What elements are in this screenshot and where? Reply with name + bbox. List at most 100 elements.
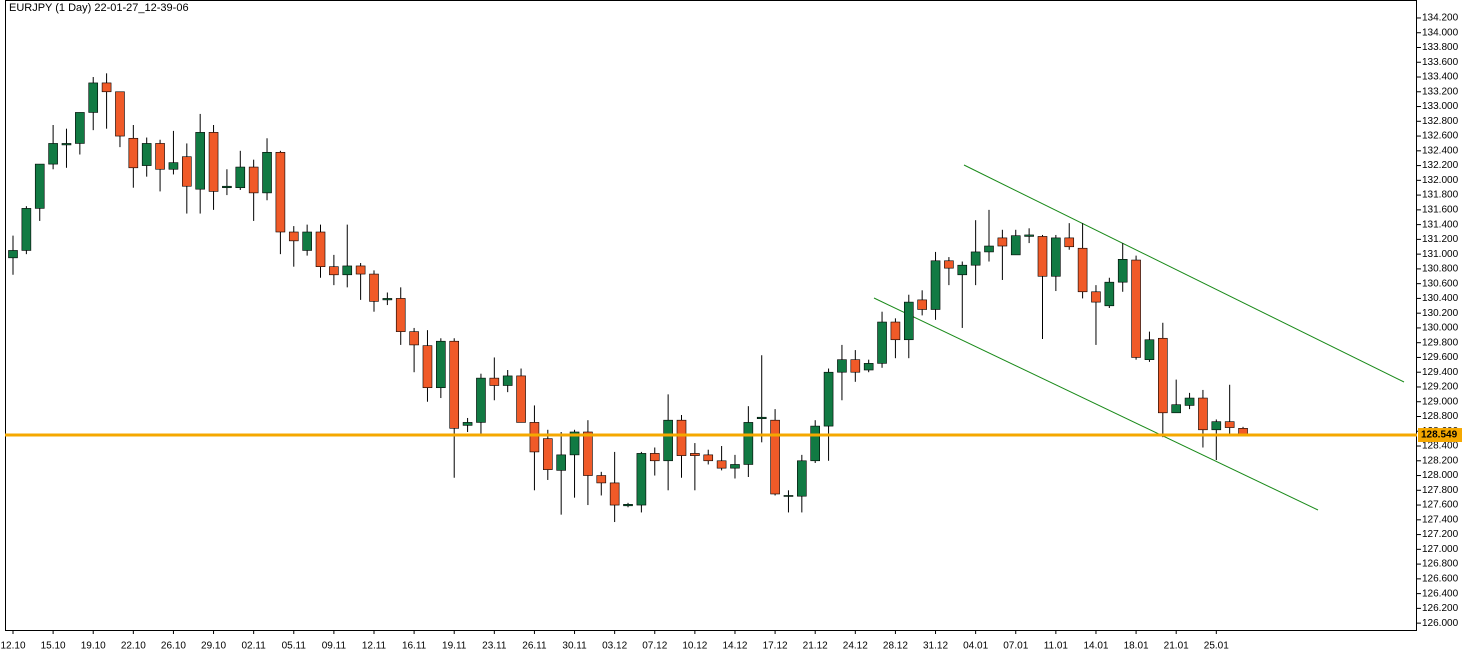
candle-body [636, 453, 647, 506]
candle-body [409, 331, 419, 346]
candle-body [248, 166, 259, 194]
x-tick-label: 14.12 [722, 641, 747, 652]
candle-body [1198, 397, 1208, 431]
candle-body [877, 321, 887, 364]
candle-body [1211, 421, 1222, 431]
y-tick-label: 128.400 [1422, 441, 1459, 452]
x-tick-label: 21.12 [803, 641, 828, 652]
chart-title: EURJPY (1 Day) 22-01-27_12-39-06 [9, 2, 189, 14]
y-tick-label: 126.400 [1422, 588, 1459, 599]
candle-body [997, 237, 1008, 247]
y-tick-label: 131.600 [1422, 204, 1459, 215]
candle-body [48, 143, 58, 165]
candle-body [1051, 237, 1061, 277]
candle-body [863, 363, 874, 371]
y-tick-label: 127.600 [1422, 500, 1459, 511]
y-tick-label: 133.600 [1422, 57, 1459, 68]
y-tick-label: 132.200 [1422, 160, 1459, 171]
current-price-label: 128.549 [1421, 430, 1458, 441]
candle-body [262, 151, 272, 194]
candle-body [168, 162, 179, 170]
candle-body [462, 422, 473, 426]
y-tick-label: 133.000 [1422, 101, 1459, 112]
candle-body [984, 245, 994, 253]
x-tick-label: 19.10 [81, 641, 106, 652]
x-tick-label: 25.01 [1204, 641, 1229, 652]
candle-body [288, 231, 299, 242]
candle-body [957, 264, 968, 276]
y-tick-label: 134.200 [1422, 13, 1459, 24]
y-tick-label: 127.400 [1422, 514, 1459, 525]
candle-body [8, 250, 18, 259]
plot-frame [5, 0, 1417, 631]
x-tick-label: 24.12 [843, 641, 868, 652]
candle-body [542, 438, 553, 470]
x-tick-label: 05.11 [282, 641, 307, 652]
x-tick-label: 11.01 [1044, 641, 1069, 652]
candle-body [743, 422, 754, 465]
candle-body [342, 265, 353, 276]
candle-body [529, 422, 540, 453]
candle-body [903, 301, 914, 341]
x-tick-label: 12.10 [0, 641, 25, 652]
x-tick-label: 18.01 [1124, 641, 1149, 652]
candle-body [222, 185, 232, 189]
y-tick-label: 126.800 [1422, 559, 1459, 570]
x-tick-label: 26.10 [161, 641, 186, 652]
y-tick-label: 129.000 [1422, 396, 1459, 407]
x-tick-label: 02.11 [242, 641, 267, 652]
candle-body [917, 299, 927, 310]
y-tick-label: 127.800 [1422, 485, 1459, 496]
candle-body [422, 345, 433, 389]
y-tick-label: 133.400 [1422, 72, 1459, 83]
candle-body [623, 504, 633, 507]
x-tick-label: 07.01 [1003, 641, 1028, 652]
x-tick-label: 16.11 [402, 641, 427, 652]
candle-body [182, 156, 192, 187]
candle-body [690, 453, 700, 456]
candle-body [1091, 291, 1101, 303]
candle-body [1077, 247, 1088, 293]
y-tick-label: 132.600 [1422, 131, 1459, 142]
y-tick-label: 132.400 [1422, 145, 1459, 156]
candle-body [1184, 397, 1195, 406]
y-tick-label: 129.400 [1422, 367, 1459, 378]
candle-body [676, 419, 687, 456]
candle-body [609, 482, 620, 506]
candle-body [703, 454, 714, 462]
candle-body [1064, 237, 1075, 248]
y-tick-label: 130.400 [1422, 293, 1459, 304]
candle-body [155, 143, 165, 170]
x-tick-label: 31.12 [923, 641, 948, 652]
candle-body [756, 416, 767, 420]
candle-body [663, 419, 673, 462]
x-tick-label: 22.10 [121, 641, 146, 652]
current-price-box [1418, 428, 1462, 443]
x-tick-label: 21.01 [1164, 641, 1189, 652]
candle-body [1010, 235, 1021, 256]
candle-body [476, 377, 486, 423]
y-tick-label: 126.200 [1422, 603, 1459, 614]
x-tick-label: 19.11 [442, 641, 467, 652]
x-tick-label: 30.11 [562, 641, 587, 652]
x-tick-label: 29.10 [201, 641, 226, 652]
candle-body [88, 82, 99, 113]
candle-body [716, 460, 727, 469]
candle-body [1104, 281, 1115, 307]
candle-body [502, 375, 513, 386]
candle-body [569, 431, 580, 456]
candle-body [275, 151, 286, 233]
candle-body [850, 359, 861, 373]
candle-body [556, 454, 566, 471]
x-tick-label: 10.12 [682, 641, 707, 652]
candle-body [1117, 259, 1128, 283]
candle-body [944, 260, 954, 269]
y-tick-label: 128.800 [1422, 411, 1459, 422]
candle-body [797, 460, 807, 497]
candle-body [730, 464, 740, 469]
candle-body [115, 91, 125, 137]
y-tick-label: 131.000 [1422, 249, 1459, 260]
candle-body [596, 475, 607, 484]
y-tick-label: 129.600 [1422, 352, 1459, 363]
